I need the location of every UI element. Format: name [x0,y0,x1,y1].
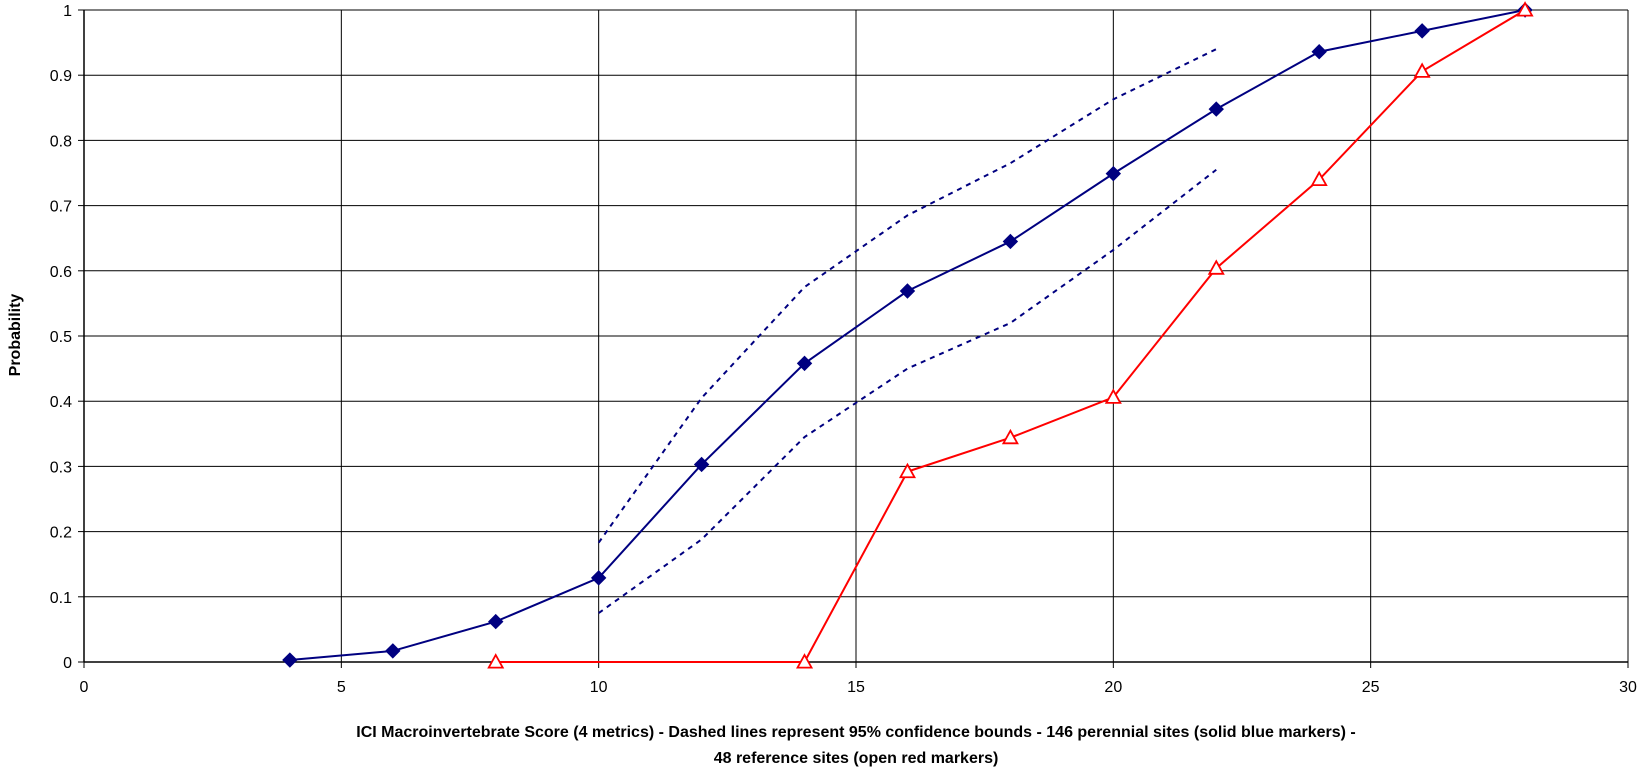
y-axis-label: Probability [7,294,24,377]
x-tick-label: 30 [1619,679,1637,696]
diamond-marker [282,652,298,668]
x-tick-label: 20 [1104,679,1122,696]
y-tick-label: 0.1 [50,590,72,607]
axis-layer: 00.10.20.30.40.50.60.70.80.910 5 10 15 20 25 3… [50,3,1637,696]
triangle-marker [1207,259,1225,275]
series-line-0 [289,9,1526,662]
diamond-marker [1002,233,1019,250]
triangle-marker [1310,170,1328,187]
diamond-marker [488,613,504,630]
y-tick-label: 0.7 [50,199,72,216]
series-line-2 [597,48,1217,544]
y-tick-label: 0.5 [50,329,72,346]
diamond-marker [796,355,813,372]
y-tick-label: 0.3 [50,459,72,476]
triangle-marker [1001,428,1019,445]
x-tick-label: 25 [1362,679,1380,696]
y-tick-label: 0 [63,655,72,672]
x-tick-label: 10 [590,679,608,696]
triangle-marker [1104,388,1122,404]
diamond-marker [1414,23,1430,39]
label-layer: Probability ICI Macroinvertebrate Score … [7,294,1356,767]
x-tick-label: 5 [337,679,346,696]
x-axis-label-line-2: 48 reference sites (open red markers) [714,750,999,767]
grid-layer [83,9,1629,663]
diamond-marker [1105,165,1122,182]
y-tick-label: 0.2 [50,525,72,542]
y-tick-label: 0.6 [50,264,72,281]
x-tick-label: 0 [80,679,89,696]
diamond-marker [590,570,607,586]
y-tick-label: 0.9 [50,68,72,85]
diamond-marker [1311,44,1327,60]
triangle-marker [487,653,505,669]
triangle-marker [1516,1,1534,17]
y-tick-label: 1 [63,3,72,20]
diamond-marker [1208,101,1224,117]
diamond-marker [693,456,710,473]
diamond-marker [899,283,916,299]
x-axis-label-line-1: ICI Macroinvertebrate Score (4 metrics) … [356,724,1355,741]
series-line-3 [598,168,1217,614]
y-tick-label: 0.4 [50,394,72,411]
triangle-marker [1413,62,1431,78]
triangle-marker [796,653,814,669]
series-layer [282,1,1534,669]
triangle-marker [898,462,916,479]
x-tick-label: 15 [847,679,865,696]
diamond-marker [385,643,401,659]
y-tick-label: 0.8 [50,133,72,150]
